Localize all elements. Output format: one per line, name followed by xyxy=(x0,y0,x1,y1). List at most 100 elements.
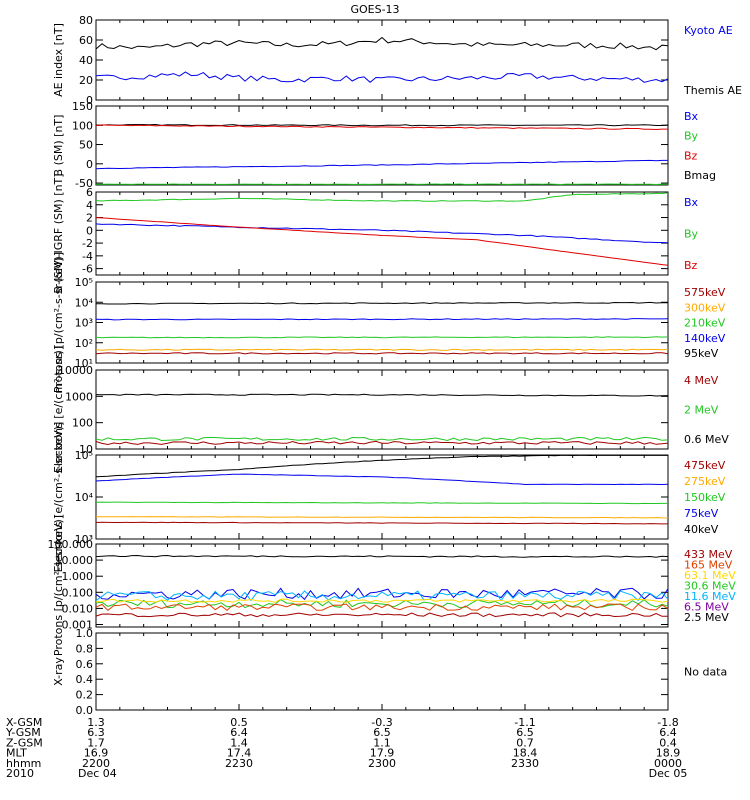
y-tick-label: 1000 xyxy=(65,390,93,403)
legend-entry: Bz xyxy=(684,149,698,162)
x-axis-value: 18.9 xyxy=(656,747,681,760)
y-tick-label: 1.000 xyxy=(62,570,94,583)
legend-entry: 165 MeV xyxy=(684,559,733,572)
legend-entry: 140keV xyxy=(684,332,726,345)
x-axis-value: 6.4 xyxy=(659,726,677,739)
series-line-300kev xyxy=(95,348,669,351)
panel-frame xyxy=(95,105,669,186)
legend-entry: Bz xyxy=(684,259,698,272)
series-line-165-mev xyxy=(95,603,669,611)
x-axis-value: 2230 xyxy=(225,757,253,770)
y-tick-label: 100 xyxy=(72,119,93,132)
legend-entry: 2.5 MeV xyxy=(684,611,729,624)
series-line-140kev xyxy=(95,318,669,321)
series-line-95kev xyxy=(96,301,668,305)
x-axis-value: 1.3 xyxy=(87,716,105,729)
panel-frame xyxy=(95,191,669,276)
panel-8: 0.0 0.2 0.4 0.6 0.8 1.0 X-ray No data xyxy=(52,627,727,717)
x-axis-value: 6.4 xyxy=(230,726,248,739)
series-line-4-mev xyxy=(95,440,669,446)
y-tick-label: 6 xyxy=(86,186,93,199)
series-line-63-1-mev xyxy=(95,598,669,603)
series-line-0-6-mev xyxy=(95,393,669,397)
legend-entry: 300keV xyxy=(684,301,726,314)
legend-entry: No data xyxy=(684,666,727,679)
x-axis-value: 1.4 xyxy=(230,736,248,749)
y-axis-label: B (SM) [nT] xyxy=(52,115,65,177)
x-axis-value: -1.8 xyxy=(657,716,678,729)
legend-entry: 63.1 MeV xyxy=(684,569,736,582)
panel-7: 0.001 0.010 0.100 1.000 10.000 100.000Protons… xyxy=(48,515,737,656)
legend-entry: 275keV xyxy=(684,475,726,488)
series-line-275kev xyxy=(96,516,669,519)
x-axis-table: X-GSMY-GSMZ-GSMMLThhmm20101.36.31.716.92… xyxy=(5,716,687,780)
x-axis-value: 2300 xyxy=(368,757,396,770)
legend-entry: Kyoto AE xyxy=(684,24,733,37)
series-line-575kev xyxy=(95,352,669,355)
y-axis-label: Electrons [e/(cm²-s-sr)] xyxy=(52,346,65,473)
series-line-150kev xyxy=(95,501,668,505)
y-tick-label: 50 xyxy=(79,139,93,152)
y-tick-label: 0 xyxy=(86,94,93,107)
series-line-bx xyxy=(95,159,668,170)
y-tick-label: 0.6 xyxy=(76,658,94,671)
x-axis-row-label: hhmm xyxy=(6,757,41,770)
legend-entry: 0.6 MeV xyxy=(684,433,729,446)
x-axis-value: 16.9 xyxy=(84,747,109,760)
y-tick-label: 10.000 xyxy=(55,554,94,567)
y-tick-label: 10³ xyxy=(75,533,93,546)
x-axis-row-label: MLT xyxy=(6,747,27,760)
legend-entry: 433 MeV xyxy=(684,548,733,561)
x-axis-row-label: X-GSM xyxy=(6,716,42,729)
series-line-75kev xyxy=(95,473,669,486)
legend-entry: By xyxy=(684,228,699,241)
series-line-40kev xyxy=(95,454,668,478)
legend-entry: 75keV xyxy=(684,507,719,520)
y-tick-label: 10⁵ xyxy=(75,276,93,289)
y-axis-label: Protons [p/(cm²-s-sr-keV)] xyxy=(52,515,65,656)
series-line-by xyxy=(95,183,669,186)
legend-entry: Bmag xyxy=(684,169,716,182)
series-line-2-mev xyxy=(95,436,669,442)
y-axis-label: AE index [nT] xyxy=(52,23,65,97)
y-axis-label: Electrons [e/(cm²-s-sr-keV)] xyxy=(52,422,65,573)
y-axis-label: Protons [p/(cm²-s-sr-keV)] xyxy=(52,252,65,393)
x-axis-value: -0.3 xyxy=(371,716,392,729)
y-tick-label: -4 xyxy=(82,250,93,263)
series-line-2-5-mev xyxy=(95,554,669,558)
series-line-bx xyxy=(95,223,669,244)
x-axis-value: 17.4 xyxy=(227,747,252,760)
y-tick-label: -50 xyxy=(75,177,93,190)
y-tick-label: -2 xyxy=(82,237,93,250)
series-line-themis-ae xyxy=(95,71,669,83)
y-tick-label: 10000 xyxy=(58,364,93,377)
y-tick-label: 10³ xyxy=(75,317,93,330)
chart-title: GOES-13 xyxy=(350,3,399,16)
x-axis-value: Dec 04 xyxy=(78,767,117,780)
y-tick-label: 20 xyxy=(79,74,93,87)
series-line-kyoto-ae xyxy=(95,36,669,51)
x-axis-value: 6.3 xyxy=(87,726,105,739)
y-tick-label: 80 xyxy=(79,14,93,27)
y-tick-label: 150 xyxy=(72,100,93,113)
panel-2: -50 0 50 100 150 B (SM) [nT] Bx By Bz Bmag xyxy=(52,100,716,190)
x-axis-value: 2330 xyxy=(511,757,539,770)
legend-entry: 150keV xyxy=(684,491,726,504)
series-line-by xyxy=(95,192,669,202)
x-axis-value: 6.5 xyxy=(516,726,534,739)
y-tick-label: 0 xyxy=(86,158,93,171)
y-tick-label: 10¹ xyxy=(75,357,93,370)
x-axis-value: 1.7 xyxy=(87,736,105,749)
legend-entry: Bx xyxy=(684,196,699,209)
panel-frame xyxy=(95,632,669,711)
panel-1: 0 20 40 60 80 AE index [nT] Kyoto AE Themis AE xyxy=(52,14,742,107)
y-tick-label: 0.010 xyxy=(62,602,94,615)
y-tick-label: 0.001 xyxy=(62,619,94,632)
y-axis-label: B (SM)-IGRF (SM) [nT] xyxy=(52,173,65,293)
y-tick-label: 2 xyxy=(86,212,93,225)
panel-frame xyxy=(95,454,669,540)
x-axis-row-label: Z-GSM xyxy=(6,736,43,749)
legend-entry: 575keV xyxy=(684,286,726,299)
